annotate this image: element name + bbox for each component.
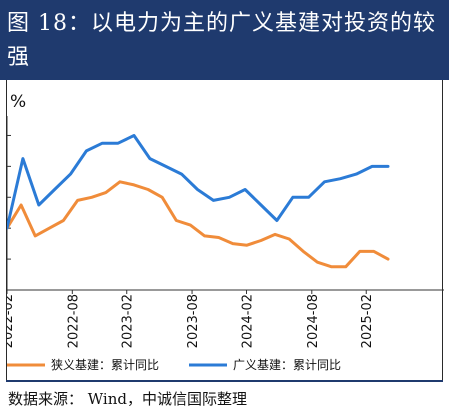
x-ticks: 2022-02 2022-08 2023-02 2023-08 2024-02 2024-… [7,290,375,348]
source-note: 数据来源： Wind，中诚信国际整理 [6,380,443,417]
series-line-broad [7,134,390,230]
legend-label: 广义基建：累计同比 [233,358,341,372]
line-chart: % 2022-02 2022-08 2023-02 2023-08 2024-02 202… [7,92,444,372]
x-tick-label: 2023-08 [186,294,201,348]
x-tick-label: 2022-02 [7,294,16,348]
x-tick-label: 2024-08 [306,294,321,348]
x-tick-label: 2025-02 [360,294,375,348]
chart-title: 图 18：以电力为主的广义基建对投资的较强 [7,11,436,70]
series-line-narrow [7,180,390,269]
y-axis-label: % [10,92,26,112]
title-bar: 图 18：以电力为主的广义基建对投资的较强 [0,0,449,80]
series-lines [7,134,390,269]
x-tick-label: 2023-02 [121,294,136,348]
chart-frame: % 2022-02 2022-08 2023-02 2023-08 2024-02 202… [6,80,444,380]
legend: 狭义基建：累计同比 广义基建：累计同比 [7,358,341,372]
legend-label: 狭义基建：累计同比 [51,358,159,372]
x-tick-label: 2024-02 [240,294,255,348]
x-tick-label: 2022-08 [66,294,81,348]
